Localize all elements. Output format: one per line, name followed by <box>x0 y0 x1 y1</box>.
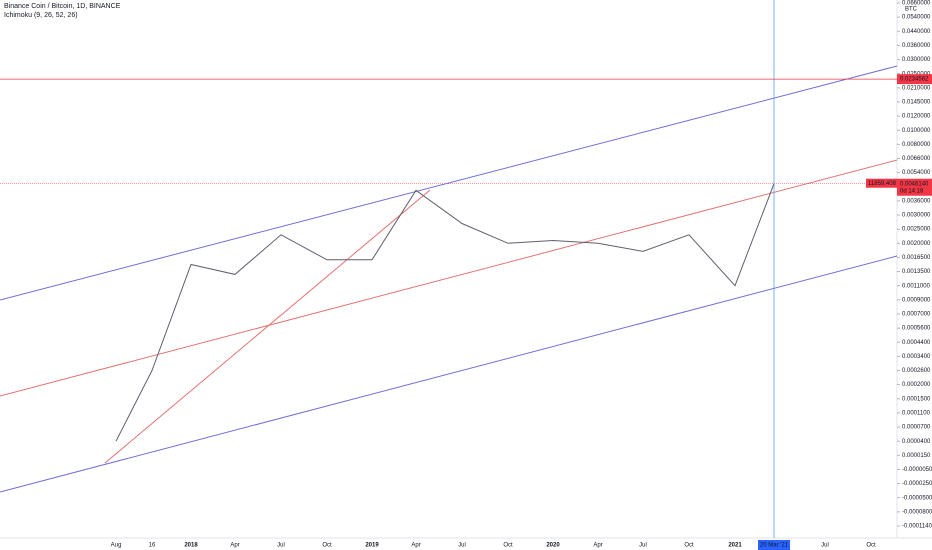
volume-label: 11859.408 <box>868 181 897 187</box>
y-tick-label: 0.0066000 <box>902 156 931 162</box>
x-tick-label: Oct <box>866 543 876 549</box>
y-tick-label: 0.0025000 <box>902 227 931 233</box>
horizontal-line-tag <box>897 74 932 85</box>
x-tick-label: 2020 <box>546 543 560 549</box>
y-tick-label: 0.0001100 <box>902 410 931 416</box>
x-tick-label: 20 Mar '21 <box>760 543 789 549</box>
y-tick-label: -0.0000050 <box>902 467 932 473</box>
x-tick-label: Jul <box>458 543 466 549</box>
y-tick-label: -0.0000500 <box>902 495 932 501</box>
y-tick-label: 0.0000400 <box>902 439 931 445</box>
price-line <box>115 183 775 442</box>
y-tick-label: 0.0009000 <box>902 297 931 303</box>
channel-upper <box>0 65 898 301</box>
x-tick-label: Apr <box>593 543 602 549</box>
chart-title: Binance Coin / Bitcoin, 1D, BINANCE <box>4 3 121 10</box>
x-tick-label: Oct <box>503 543 513 549</box>
channel-lower <box>0 255 898 493</box>
y-tick-label: 0.0054000 <box>902 170 931 176</box>
x-tick-label: 2019 <box>365 543 379 549</box>
x-tick-label: Apr <box>230 543 239 549</box>
y-tick-label: 0.0210000 <box>902 85 931 91</box>
y-tick-label: 0.0020000 <box>902 241 931 247</box>
y-tick-label: 0.0013500 <box>902 269 931 275</box>
last-price-label: 0.0046140 <box>900 181 929 187</box>
y-tick-label: 0.0002000 <box>902 382 931 388</box>
y-tick-label: 0.0036000 <box>902 198 931 204</box>
x-tick-label: Jul <box>821 543 829 549</box>
x-tick-label: 2018 <box>184 543 198 549</box>
y-tick-label: 0.0002600 <box>902 368 931 374</box>
y-tick-label: -0.0001140 <box>902 524 932 530</box>
indicator-title: Ichimoku (9, 26, 52, 26) <box>4 12 78 19</box>
y-tick-label: 0.0540000 <box>902 15 931 21</box>
y-tick-label: 0.0030000 <box>902 213 931 219</box>
y-tick-label: -0.0000250 <box>902 481 932 487</box>
axis-unit: BTC <box>905 7 918 13</box>
x-tick-label: Apr <box>411 543 420 549</box>
x-tick-label: 2021 <box>728 543 742 549</box>
y-tick-label: 0.0005600 <box>902 326 931 332</box>
countdown-label: 0d 14:18 <box>900 188 924 194</box>
x-tick-label: Jul <box>277 543 285 549</box>
y-tick-label: 0.0004400 <box>902 340 931 346</box>
y-tick-label: 0.0145000 <box>902 100 931 106</box>
y-tick-label: 0.0000150 <box>902 453 931 459</box>
x-tick-label: Oct <box>684 543 694 549</box>
y-tick-label: 0.0016500 <box>902 255 931 261</box>
y-tick-label: 0.0100000 <box>902 128 931 134</box>
y-tick-label: 0.0120000 <box>902 114 931 120</box>
x-tick-label: Jul <box>639 543 647 549</box>
channel-middle <box>0 159 898 397</box>
last-price-tag <box>897 178 932 196</box>
y-tick-label: 0.0003400 <box>902 354 931 360</box>
y-tick-label: 0.0660000 <box>902 1 931 7</box>
y-tick-label: 0.0011000 <box>902 283 931 289</box>
y-tick-label: 0.0300000 <box>902 57 931 63</box>
time-highlight <box>758 540 790 550</box>
y-tick-label: 0.0360000 <box>902 43 931 49</box>
y-tick-label: 0.0007000 <box>902 312 931 318</box>
y-tick-label: -0.0000800 <box>902 509 932 515</box>
trend-line <box>104 189 431 464</box>
x-tick-label: Aug <box>111 543 122 549</box>
y-tick-label: 0.0000700 <box>902 425 931 431</box>
volume-tag <box>866 178 897 188</box>
x-tick-label: Oct <box>322 543 332 549</box>
y-tick-label: 0.0440000 <box>902 29 931 35</box>
horizontal-line-label: 0.0234562 <box>900 77 929 83</box>
y-tick-label: 0.0001500 <box>902 396 931 402</box>
y-tick-label: 0.0080000 <box>902 142 931 148</box>
x-tick-label: 16 <box>149 543 156 549</box>
